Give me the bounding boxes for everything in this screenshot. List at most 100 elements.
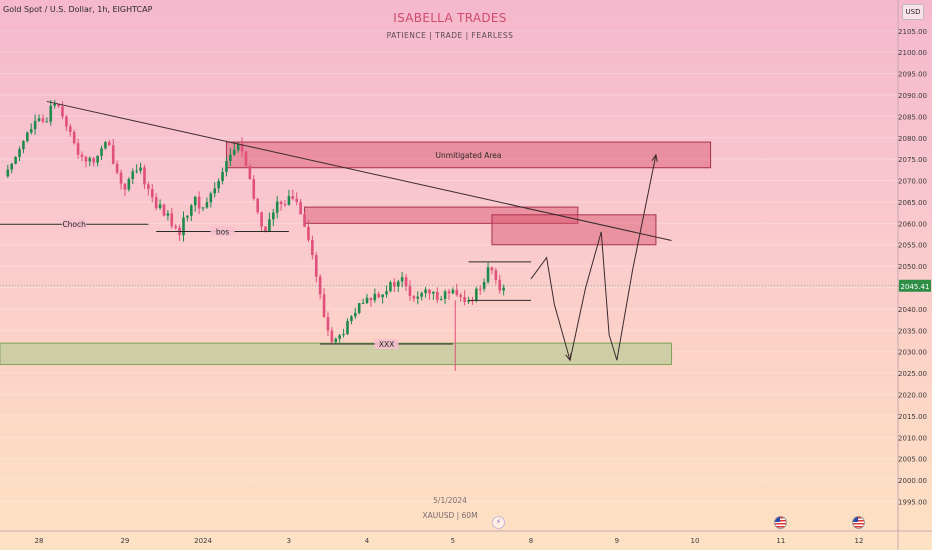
current-price-label: 2045.41: [901, 283, 930, 291]
y-tick-label: 2055.00: [898, 242, 927, 250]
candle-body: [100, 148, 103, 156]
candle-body: [412, 296, 416, 299]
candle-body: [268, 219, 271, 232]
candle-body: [482, 282, 486, 289]
candle-body: [68, 126, 72, 133]
candle-body: [353, 312, 357, 317]
y-tick-label: 2065.00: [898, 199, 927, 207]
lightning-icon[interactable]: ⚡: [492, 516, 505, 529]
y-tick-label: 2080.00: [898, 135, 927, 143]
candle-body: [361, 303, 365, 305]
candle-body: [221, 171, 224, 182]
candle-body: [326, 317, 330, 331]
candle-body: [244, 151, 248, 166]
candle-body: [439, 299, 443, 301]
candle-body: [455, 289, 459, 295]
candle-body: [275, 201, 279, 213]
y-tick-label: 2075.00: [898, 156, 927, 164]
candle-body: [393, 282, 396, 287]
y-tick-label: 2085.00: [898, 113, 927, 121]
symbol-header: Gold Spot / U.S. Dollar, 1h, EIGHTCAP: [3, 5, 153, 14]
candle-body: [260, 212, 263, 227]
candle-body: [240, 143, 244, 152]
candle-body: [174, 226, 177, 228]
y-tick-label: 2010.00: [898, 434, 927, 442]
bos-label-bg: [210, 226, 235, 237]
candle-body: [154, 197, 158, 209]
candle-body: [432, 291, 435, 294]
x-tick-label: 8: [529, 537, 533, 545]
candle-body: [350, 316, 353, 322]
x-tick-label: 29: [120, 537, 129, 545]
arrow-head-up: [651, 153, 658, 162]
candle-body: [236, 143, 240, 151]
candle-body: [166, 213, 170, 216]
y-tick-label: 2015.00: [898, 413, 927, 421]
candle-body: [88, 158, 92, 162]
candle-body: [252, 179, 256, 199]
candle-body: [108, 142, 111, 146]
candle-body: [295, 198, 299, 202]
candle-body: [232, 150, 236, 155]
candle-body: [498, 279, 502, 291]
candle-body: [190, 205, 193, 216]
candle-body: [475, 288, 478, 301]
candle-body: [76, 143, 80, 155]
candle-body: [447, 291, 451, 294]
y-tick-label: 1995.00: [898, 498, 927, 506]
candle-body: [131, 171, 135, 180]
candle-body: [283, 203, 287, 205]
candle-body: [303, 214, 306, 227]
us-flag-icon[interactable]: [774, 516, 787, 529]
candle-body: [193, 196, 197, 206]
candle-body: [373, 293, 377, 301]
candle-body: [404, 277, 408, 287]
candle-body: [408, 286, 412, 297]
candle-body: [389, 282, 392, 292]
candle-body: [420, 293, 423, 297]
candle-body: [80, 154, 84, 157]
candle-body: [22, 141, 25, 150]
x-tick-label: 28: [35, 537, 44, 545]
candle-body: [92, 158, 96, 163]
candle-body: [225, 161, 228, 172]
candle-body: [342, 334, 345, 336]
candle-body: [139, 167, 142, 171]
x-tick-label: 4: [365, 537, 370, 545]
candle-body: [158, 204, 162, 209]
candle-body: [486, 267, 490, 283]
candle-body: [217, 181, 220, 189]
candle-body: [72, 132, 76, 144]
x-tick-label: 2024: [194, 537, 212, 545]
currency-button[interactable]: USD: [902, 4, 924, 20]
candle-body: [256, 198, 259, 213]
y-tick-label: 2070.00: [898, 178, 927, 186]
candle-body: [416, 296, 420, 299]
candle-body: [357, 303, 361, 313]
candle-body: [135, 170, 138, 172]
candle-body: [248, 165, 252, 180]
candle-body: [49, 105, 53, 122]
xxx-label: XXX: [379, 340, 394, 349]
candle-body: [365, 297, 369, 304]
y-tick-label: 2100.00: [898, 49, 927, 57]
candle-body: [197, 196, 201, 209]
candle-body: [37, 118, 41, 121]
y-tick-label: 2030.00: [898, 349, 927, 357]
candle-body: [291, 196, 295, 199]
y-tick-label: 2095.00: [898, 71, 927, 79]
candle-body: [443, 291, 447, 300]
candle-body: [115, 163, 119, 173]
candle-body: [209, 193, 213, 203]
brand-subtitle: PATIENCE | TRADE | FEARLESS: [386, 31, 514, 40]
us-flag-icon[interactable]: [852, 516, 865, 529]
candle-body: [6, 169, 10, 177]
supply-zone: [491, 214, 657, 246]
candle-body: [104, 142, 107, 149]
arrow-head-down: [565, 353, 572, 362]
current-price-tag: [899, 279, 931, 292]
candle-body: [334, 338, 338, 342]
candle-body: [279, 201, 283, 204]
y-tick-label: 2020.00: [898, 391, 927, 399]
